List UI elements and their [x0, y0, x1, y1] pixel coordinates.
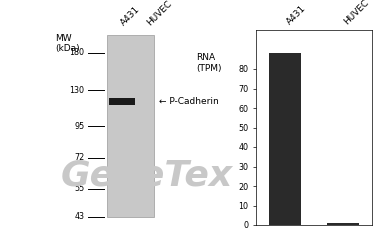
Text: 72: 72 — [74, 153, 85, 162]
Bar — [327, 223, 358, 225]
Text: HUVEC: HUVEC — [145, 0, 173, 28]
Text: 43: 43 — [75, 212, 85, 221]
Text: 130: 130 — [70, 86, 85, 95]
Text: GeneTex: GeneTex — [60, 158, 233, 192]
Bar — [107, 35, 154, 217]
Bar — [269, 54, 301, 225]
Text: MW
(kDa): MW (kDa) — [55, 34, 80, 53]
Text: A431: A431 — [285, 3, 308, 26]
Text: 95: 95 — [74, 122, 85, 130]
Text: 55: 55 — [74, 184, 85, 193]
Bar — [109, 98, 135, 105]
Text: 180: 180 — [70, 48, 85, 58]
Text: A431: A431 — [119, 5, 142, 28]
Text: ← P-Cadherin: ← P-Cadherin — [159, 97, 219, 106]
Text: RNA
(TPM): RNA (TPM) — [196, 54, 221, 73]
Text: HUVEC: HUVEC — [343, 0, 371, 26]
